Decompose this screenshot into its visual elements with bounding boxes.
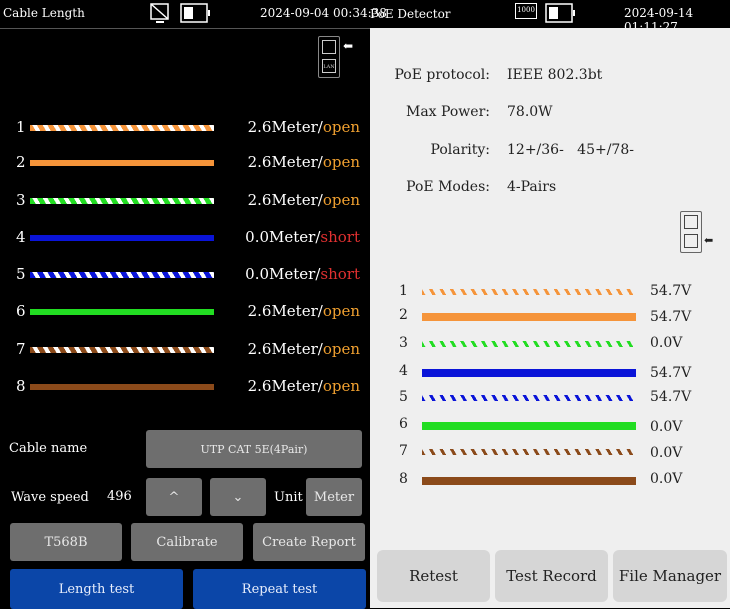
info-label: Max Power: — [406, 104, 490, 120]
wire-line — [422, 477, 636, 485]
create-report-button[interactable]: Create Report — [253, 523, 365, 561]
wire-result: 2.6Meter/open — [247, 340, 360, 358]
wire-line — [422, 422, 636, 430]
port-icon: LAN — [318, 36, 340, 78]
battery-icon — [180, 3, 210, 23]
wire-number: 6 — [399, 416, 408, 432]
wire-result: 2.6Meter/open — [247, 191, 360, 209]
wire-line — [30, 198, 214, 204]
wire-result: 2.6Meter/open — [247, 118, 360, 136]
wire-number: 2 — [399, 307, 408, 323]
info-label: Polarity: — [430, 142, 490, 158]
calibrate-button[interactable]: Calibrate — [131, 523, 243, 561]
wire-number: 2 — [16, 153, 26, 171]
wire-voltage: 0.0V — [650, 335, 683, 351]
left-title: Cable Length — [3, 6, 85, 20]
wire-number: 7 — [16, 340, 26, 358]
wire-result: 2.6Meter/open — [247, 153, 360, 171]
length-test-button[interactable]: Length test — [10, 569, 183, 609]
wire-number: 1 — [399, 283, 408, 299]
wire-status: open — [322, 302, 360, 320]
info-value: 12+/36- 45+/78- — [507, 142, 634, 158]
status-bar: Cable Length 2024-09-04 00:34:38 PoE Det… — [0, 0, 730, 34]
wire-status: open — [322, 377, 360, 395]
wire-line — [30, 384, 214, 390]
increase-button[interactable]: ^ — [146, 478, 202, 516]
wire-number: 3 — [16, 191, 26, 209]
wire-line — [30, 272, 214, 278]
no-link-monitor-icon — [150, 3, 169, 23]
wire-number: 5 — [399, 389, 408, 405]
link-speed-icon: 1000 — [515, 3, 537, 19]
wire-voltage: 0.0V — [650, 419, 683, 435]
t568b-button[interactable]: T568B — [10, 523, 122, 561]
wave-speed-value: 496 — [107, 489, 132, 504]
wire-voltage: 54.7V — [650, 365, 692, 381]
info-value: 4-Pairs — [507, 179, 557, 195]
wire-number: 3 — [399, 335, 408, 351]
wire-result: 2.6Meter/open — [247, 302, 360, 320]
cable-name-select[interactable]: UTP CAT 5E(4Pair) — [146, 430, 362, 468]
left-datetime: 2024-09-04 00:34:38 — [260, 6, 387, 20]
wire-line — [422, 341, 636, 347]
arrow-left-icon-right: ⬅ — [704, 234, 714, 247]
wire-number: 5 — [16, 265, 26, 283]
wire-line — [422, 313, 636, 321]
wire-result: 2.6Meter/open — [247, 377, 360, 395]
wire-status: open — [322, 191, 360, 209]
battery-icon-right — [545, 3, 575, 23]
wire-line — [30, 235, 214, 241]
info-value: 78.0W — [507, 104, 553, 120]
wave-speed-label: Wave speed — [11, 490, 89, 505]
retest-button[interactable]: Retest — [377, 550, 490, 602]
port-icon-right — [680, 211, 702, 253]
wire-result: 0.0Meter/short — [245, 228, 360, 246]
wire-voltage: 0.0V — [650, 471, 683, 487]
wire-number: 6 — [16, 302, 26, 320]
info-value: IEEE 802.3bt — [507, 67, 603, 83]
info-label: PoE protocol: — [394, 67, 490, 83]
wire-status: open — [322, 340, 360, 358]
wire-result: 0.0Meter/short — [245, 265, 360, 283]
wire-status: open — [322, 153, 360, 171]
cable-name-label: Cable name — [9, 441, 88, 456]
wire-line — [422, 449, 636, 455]
unit-button[interactable]: Meter — [306, 478, 362, 516]
arrow-left-icon: ⬅ — [343, 39, 354, 53]
wire-voltage: 54.7V — [650, 309, 692, 325]
wire-line — [30, 160, 214, 166]
wire-status: short — [320, 228, 360, 246]
wire-line — [30, 309, 214, 315]
decrease-button[interactable]: ⌄ — [210, 478, 266, 516]
cable-length-panel: LAN ⬅ 1 2.6Meter/open 2 2.6Meter/open 3 2.6Me… — [0, 28, 370, 609]
wire-voltage: 54.7V — [650, 389, 692, 405]
wire-number: 1 — [16, 118, 26, 136]
test-record-button[interactable]: Test Record — [495, 550, 608, 602]
wire-line — [422, 395, 636, 401]
info-label: PoE Modes: — [406, 179, 490, 195]
wire-number: 7 — [399, 443, 408, 459]
wire-number: 8 — [16, 377, 26, 395]
wire-line — [422, 369, 636, 377]
wire-number: 8 — [399, 471, 408, 487]
wire-line — [30, 347, 214, 353]
wire-number: 4 — [16, 228, 26, 246]
wire-line — [30, 125, 214, 131]
wire-line — [422, 289, 636, 295]
repeat-test-button[interactable]: Repeat test — [193, 569, 366, 609]
wire-status: short — [320, 265, 360, 283]
wire-voltage: 54.7V — [650, 283, 692, 299]
file-manager-button[interactable]: File Manager — [613, 550, 727, 602]
right-title: PoE Detector — [370, 7, 451, 21]
wire-status: open — [322, 118, 360, 136]
wire-voltage: 0.0V — [650, 445, 683, 461]
unit-label: Unit — [274, 490, 303, 505]
wire-number: 4 — [399, 363, 408, 379]
poe-detector-panel: PoE protocol: IEEE 802.3bt Max Power: 78.0W… — [370, 28, 730, 608]
